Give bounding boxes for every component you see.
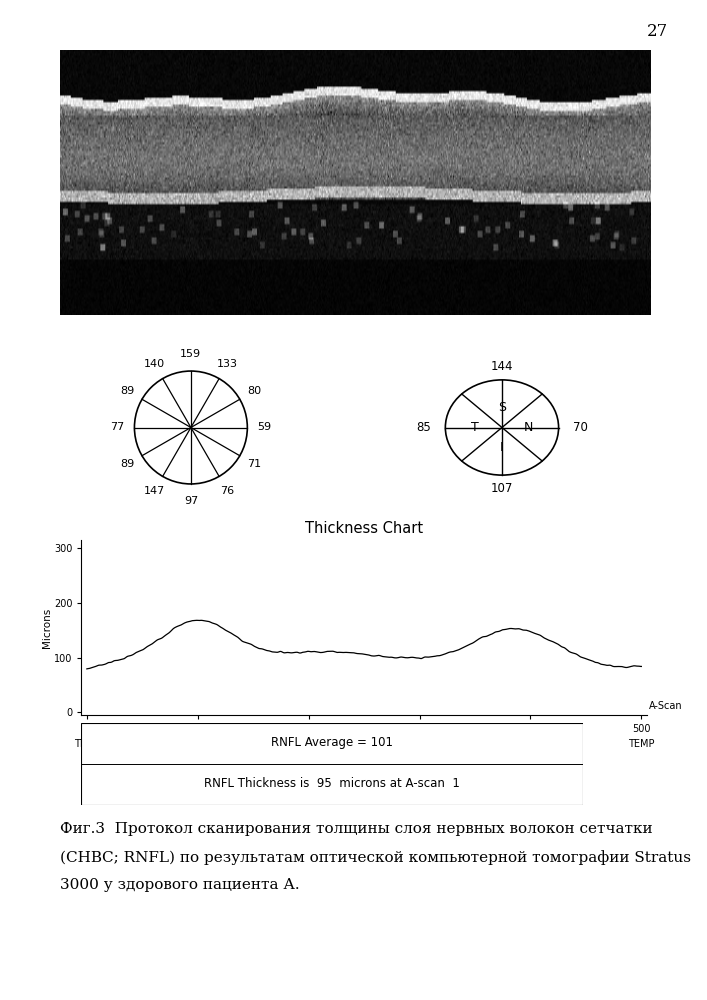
Text: 27: 27 (647, 23, 668, 40)
Text: 77: 77 (110, 422, 124, 432)
Text: NAS: NAS (298, 739, 319, 749)
Text: TEMP: TEMP (628, 739, 655, 749)
Y-axis label: Microns: Microns (42, 607, 52, 648)
Text: 80: 80 (247, 386, 262, 396)
Text: RNFL Average = 101: RNFL Average = 101 (271, 736, 393, 749)
Text: 107: 107 (491, 482, 513, 495)
Text: S: S (498, 401, 506, 414)
Text: 147: 147 (144, 486, 165, 496)
Text: Фиг.3  Протокол сканирования толщины слоя нервных волокон сетчатки: Фиг.3 Протокол сканирования толщины слоя… (60, 822, 653, 836)
Text: 3000 у здорового пациента А.: 3000 у здорового пациента А. (60, 878, 300, 892)
Text: RNFL Thickness is  95  microns at A-scan  1: RNFL Thickness is 95 microns at A-scan 1 (204, 777, 460, 790)
Text: I: I (500, 441, 504, 454)
Text: 159: 159 (180, 349, 201, 359)
Text: 70: 70 (573, 421, 588, 434)
Text: 140: 140 (144, 359, 165, 369)
FancyBboxPatch shape (81, 723, 583, 805)
Text: SUP: SUP (188, 739, 207, 749)
Text: (СНВС; RNFL) по результатам оптической компьютерной томографии Stratus: (СНВС; RNFL) по результатам оптической к… (60, 850, 691, 865)
Text: 133: 133 (217, 359, 238, 369)
Text: 144: 144 (491, 360, 513, 373)
Text: 89: 89 (120, 386, 134, 396)
Text: 89: 89 (120, 459, 134, 469)
Text: N: N (524, 421, 533, 434)
Text: TEMP: TEMP (74, 739, 100, 749)
Text: 71: 71 (247, 459, 262, 469)
Title: Thickness Chart: Thickness Chart (305, 521, 423, 536)
Text: A-Scan: A-Scan (649, 701, 683, 711)
Text: 76: 76 (221, 486, 235, 496)
Text: 97: 97 (184, 496, 198, 506)
Text: 59: 59 (257, 422, 271, 432)
Text: T: T (472, 421, 479, 434)
Text: INF: INF (411, 739, 428, 749)
Text: 85: 85 (416, 421, 431, 434)
